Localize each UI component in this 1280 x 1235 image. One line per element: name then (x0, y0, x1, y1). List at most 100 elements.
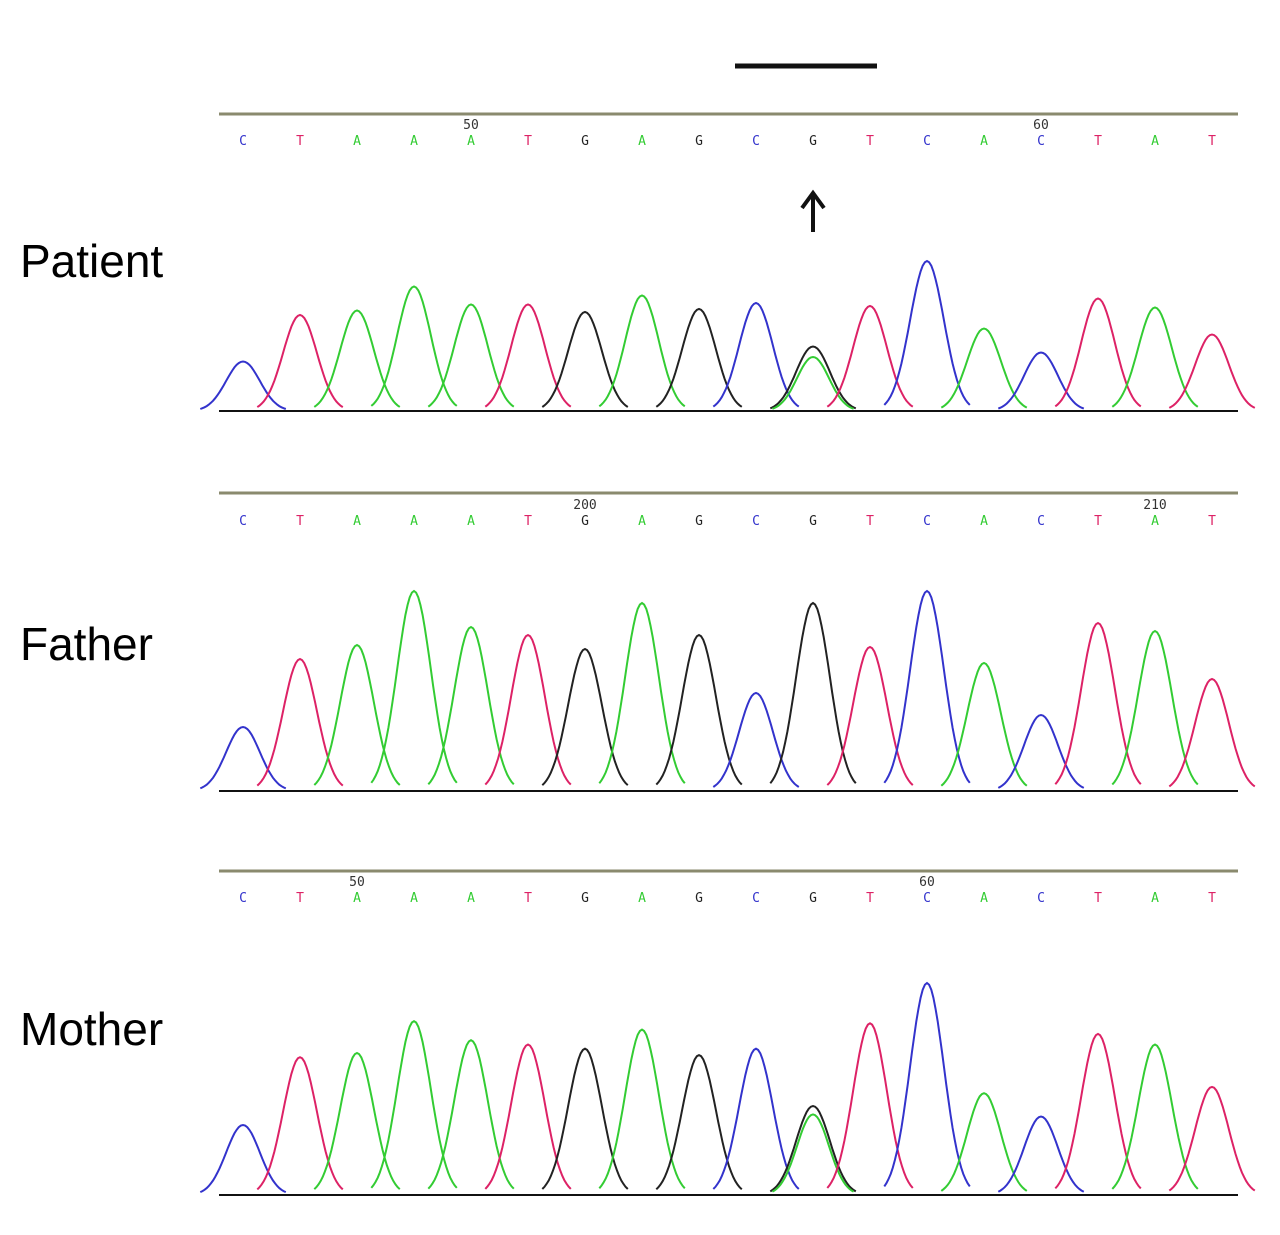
row-label-patient: Patient (20, 235, 163, 287)
base-call-letter: C (923, 134, 931, 149)
row-label-mother: Mother (20, 1003, 163, 1055)
trace-peak-A (370, 1020, 458, 1189)
up-arrow-icon (800, 189, 826, 232)
trace-peak-A (1111, 306, 1199, 408)
base-call-letter: T (866, 514, 874, 529)
trace-peak-C (199, 360, 287, 410)
base-call-letter: G (581, 514, 589, 529)
trace-secondary-peak-A (771, 1113, 855, 1193)
base-call-letter: A (638, 891, 646, 906)
trace-peak-G (541, 1047, 629, 1190)
base-call-letter: T (1094, 891, 1102, 906)
base-call-letter: A (1151, 891, 1159, 906)
trace-peak-A (940, 327, 1028, 409)
position-number: 60 (1033, 118, 1049, 133)
trace-peak-T (1054, 297, 1142, 408)
base-call-letter: C (1037, 514, 1045, 529)
trace-peak-T (484, 633, 572, 786)
base-call-letter: T (296, 891, 304, 906)
position-number: 200 (573, 498, 596, 513)
base-call-letter: T (1208, 514, 1216, 529)
base-call-letter: C (923, 514, 931, 529)
trace-peak-C (199, 725, 287, 790)
base-call-letter: C (923, 891, 931, 906)
trace-peak-A (370, 589, 458, 784)
base-call-letter: G (809, 891, 817, 906)
base-call-letter: A (467, 891, 475, 906)
trace-peak-C (712, 691, 800, 788)
base-call-letter: G (581, 891, 589, 906)
base-call-letter: A (353, 891, 361, 906)
trace-secondary-peak-A (772, 355, 854, 410)
trace-peak-C (997, 351, 1085, 410)
base-call-letter: A (1151, 514, 1159, 529)
base-call-letter: T (524, 134, 532, 149)
base-call-letter: C (1037, 134, 1045, 149)
base-call-letter: T (524, 514, 532, 529)
base-call-letter: G (695, 891, 703, 906)
base-call-letter: T (1208, 891, 1216, 906)
base-call-letter: G (695, 134, 703, 149)
trace-peak-T (256, 1056, 344, 1191)
base-call-letter: C (752, 134, 760, 149)
trace-peak-T (1168, 333, 1256, 409)
base-call-letter: T (1208, 134, 1216, 149)
base-call-letter: C (752, 891, 760, 906)
base-call-letter: G (809, 514, 817, 529)
trace-peak-C (712, 301, 800, 408)
trace-peak-T (256, 313, 344, 408)
trace-peak-T (484, 303, 572, 408)
trace-peak-T (1168, 1085, 1256, 1192)
base-call-letter: T (866, 134, 874, 149)
trace-peak-C (997, 1115, 1085, 1193)
base-call-letter: T (296, 514, 304, 529)
trace-peak-A (427, 1039, 515, 1190)
trace-peak-A (598, 1028, 686, 1189)
trace-peak-A (313, 1051, 401, 1190)
base-call-letter: A (410, 514, 418, 529)
trace-peak-C (997, 713, 1085, 789)
trace-peak-T (826, 1022, 914, 1189)
position-number: 50 (463, 118, 479, 133)
base-call-letter: A (467, 514, 475, 529)
base-call-letter: C (239, 514, 247, 529)
trace-peak-A (1111, 1043, 1199, 1190)
trace-peak-C (883, 259, 971, 406)
trace-peak-A (1111, 629, 1199, 786)
trace-peak-G (769, 1104, 857, 1193)
trace-peak-A (598, 601, 686, 784)
row-label-father: Father (20, 618, 153, 670)
trace-peak-G (769, 601, 857, 784)
trace-peak-C (712, 1047, 800, 1190)
base-call-letter: A (980, 134, 988, 149)
position-number: 60 (919, 875, 935, 890)
base-call-letter: C (239, 134, 247, 149)
base-call-letter: C (752, 514, 760, 529)
trace-peak-C (883, 981, 971, 1187)
trace-peak-A (940, 1092, 1028, 1192)
trace-peak-T (1168, 677, 1256, 788)
base-call-letter: A (1151, 134, 1159, 149)
trace-peak-G (541, 310, 629, 408)
father-panel: Father C T A A A T G A G C G T C A C T A T 200 210 (20, 491, 1256, 792)
base-call-letter: G (809, 134, 817, 149)
base-call-letter: T (1094, 514, 1102, 529)
base-call-letter: T (296, 134, 304, 149)
trace-peak-A (598, 294, 686, 408)
trace-peak-C (883, 589, 971, 784)
base-call-letter: A (638, 514, 646, 529)
trace-peak-G (541, 647, 629, 786)
position-number: 210 (1143, 498, 1166, 513)
base-call-letter: A (353, 514, 361, 529)
base-call-letter: T (866, 891, 874, 906)
trace-peak-A (427, 303, 515, 408)
trace-peak-T (1054, 621, 1142, 785)
patient-panel: Patient C T A A A T G A G C G T C A C T A T 50 60 (20, 112, 1256, 412)
base-call-letter: G (695, 514, 703, 529)
base-call-letter: A (980, 514, 988, 529)
trace-peak-T (826, 645, 914, 786)
trace-peak-T (256, 657, 344, 787)
trace-peak-T (484, 1043, 572, 1190)
base-call-letter: C (1037, 891, 1045, 906)
